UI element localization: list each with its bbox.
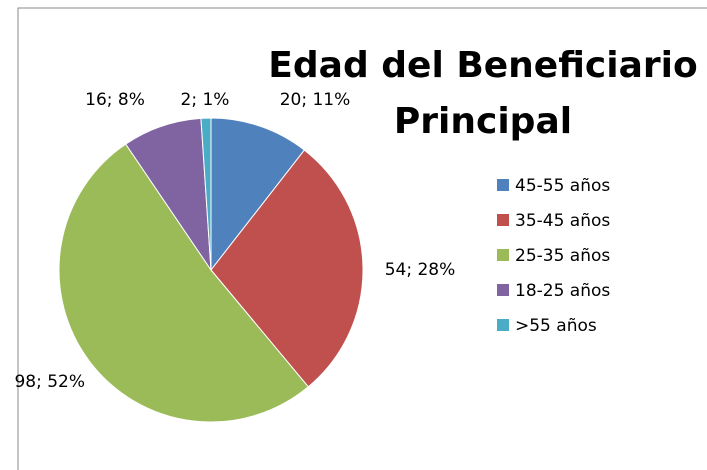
- pie-slice: [200, 117, 212, 271]
- legend-label: 45-55 años: [515, 176, 610, 196]
- legend-swatch: [497, 214, 509, 226]
- legend-swatch: [497, 319, 509, 331]
- pie-slice: [58, 143, 309, 423]
- pie-slice: [210, 149, 364, 388]
- legend-swatch: [497, 179, 509, 191]
- legend-label: 25-35 años: [515, 246, 610, 266]
- pie-slice: [210, 117, 306, 272]
- chart-frame: [17, 7, 707, 470]
- legend-swatch: [497, 249, 509, 261]
- data-label: 20; 11%: [280, 90, 351, 110]
- data-label: 98; 52%: [14, 372, 85, 392]
- legend-label: >55 años: [515, 316, 597, 336]
- data-label: 54; 28%: [385, 260, 456, 280]
- chart-title: Edad del Beneficiario Principal: [268, 45, 698, 142]
- legend-label: 35-45 años: [515, 211, 610, 231]
- data-label: 2; 1%: [181, 90, 230, 110]
- data-label: 16; 8%: [85, 90, 145, 110]
- legend-label: 18-25 años: [515, 281, 610, 301]
- legend-swatch: [497, 284, 509, 296]
